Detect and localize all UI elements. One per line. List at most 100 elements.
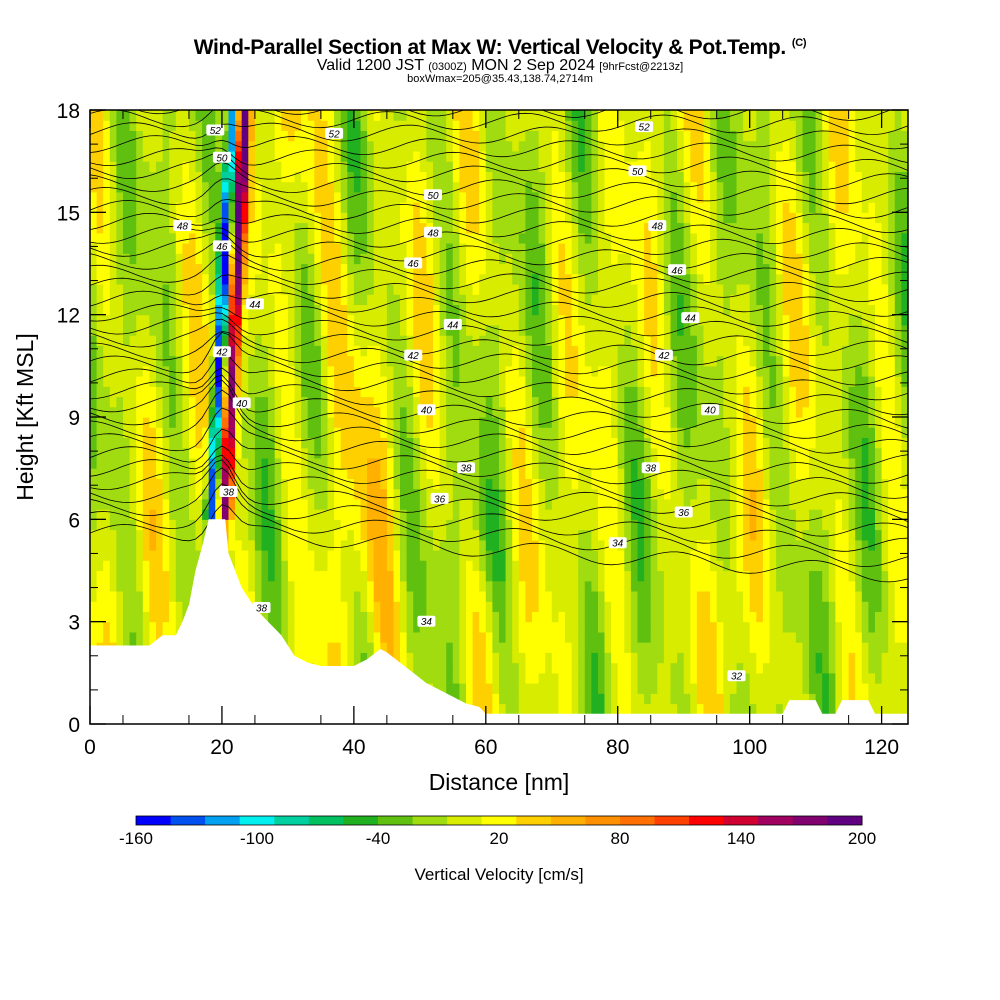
field-cell — [103, 202, 111, 213]
field-cell — [307, 284, 315, 295]
field-cell — [287, 601, 296, 612]
field-cell — [538, 294, 546, 305]
field-cell — [505, 611, 513, 623]
field-cell — [512, 611, 520, 623]
field-cell — [525, 355, 533, 367]
field-cell — [261, 222, 269, 234]
field-cell — [360, 560, 368, 572]
field-cell — [103, 560, 111, 572]
field-cell — [538, 396, 546, 408]
field-cell — [347, 355, 355, 367]
field-cell — [459, 376, 467, 387]
field-cell — [274, 304, 282, 316]
field-cell — [261, 580, 269, 592]
field-cell — [499, 642, 507, 653]
field-cell — [261, 437, 269, 449]
field-cell — [96, 406, 104, 418]
field-cell — [123, 222, 131, 234]
field-cell — [571, 110, 579, 121]
field-cell — [215, 273, 223, 285]
field-cell — [307, 140, 315, 152]
field-cell — [307, 447, 315, 459]
field-cell — [532, 611, 540, 623]
field-cell — [261, 488, 269, 500]
field-cell — [558, 130, 566, 142]
field-cell — [189, 396, 197, 408]
field-cell — [446, 273, 454, 285]
field-cell — [96, 284, 104, 295]
field-cell — [551, 161, 559, 172]
field-cell — [630, 468, 639, 479]
field-cell — [591, 437, 599, 449]
field-cell — [433, 181, 441, 193]
field-cell — [182, 161, 190, 172]
field-cell — [518, 652, 526, 664]
field-cell — [334, 263, 342, 275]
field-cell — [261, 386, 269, 398]
field-cell — [479, 355, 487, 367]
field-cell — [320, 437, 329, 449]
field-cell — [413, 550, 421, 561]
field-cell — [492, 427, 500, 438]
field-cell — [261, 110, 269, 121]
field-cell — [347, 488, 355, 500]
field-cell — [248, 437, 256, 449]
field-cell — [268, 243, 276, 254]
field-cell — [406, 386, 414, 398]
field-cell — [360, 171, 368, 183]
field-cell — [248, 519, 256, 531]
field-cell — [90, 376, 98, 387]
field-cell — [320, 529, 329, 541]
field-cell — [551, 253, 559, 265]
field-cell — [221, 232, 230, 244]
field-cell — [182, 110, 190, 121]
field-cell — [499, 304, 507, 316]
field-cell — [162, 621, 170, 633]
field-cell — [558, 652, 566, 664]
field-cell — [545, 304, 553, 316]
field-cell — [446, 120, 454, 131]
field-cell — [472, 621, 480, 633]
field-cell — [604, 631, 612, 643]
field-cell — [492, 703, 500, 715]
field-cell — [254, 345, 263, 357]
field-cell — [320, 591, 329, 602]
field-cell — [248, 570, 256, 582]
field-cell — [518, 631, 526, 643]
field-cell — [604, 284, 612, 295]
field-cell — [228, 509, 236, 520]
field-cell — [301, 222, 309, 234]
field-cell — [353, 478, 362, 490]
field-cell — [400, 488, 408, 500]
field-cell — [301, 386, 309, 398]
field-cell — [195, 478, 203, 490]
field-cell — [485, 355, 493, 367]
field-cell — [340, 519, 348, 531]
field-cell — [373, 212, 381, 224]
field-cell — [532, 570, 540, 582]
field-cell — [281, 509, 289, 520]
field-cell — [380, 365, 388, 377]
field-cell — [254, 191, 263, 203]
field-cell — [353, 570, 362, 582]
field-cell — [492, 263, 500, 275]
field-cell — [314, 417, 322, 428]
field-cell — [360, 222, 368, 234]
field-cell — [386, 621, 395, 633]
field-cell — [307, 519, 315, 531]
field-cell — [287, 570, 296, 582]
field-cell — [254, 498, 263, 510]
field-cell — [452, 652, 460, 664]
field-cell — [254, 591, 263, 602]
field-cell — [109, 478, 117, 490]
field-cell — [459, 345, 467, 357]
field-cell — [446, 345, 454, 357]
field-cell — [512, 519, 520, 531]
field-cell — [367, 120, 375, 131]
field-cell — [235, 376, 243, 387]
field-cell — [116, 181, 124, 193]
field-cell — [334, 365, 342, 377]
field-cell — [347, 642, 355, 653]
field-cell — [241, 314, 249, 326]
field-cell — [413, 631, 421, 643]
